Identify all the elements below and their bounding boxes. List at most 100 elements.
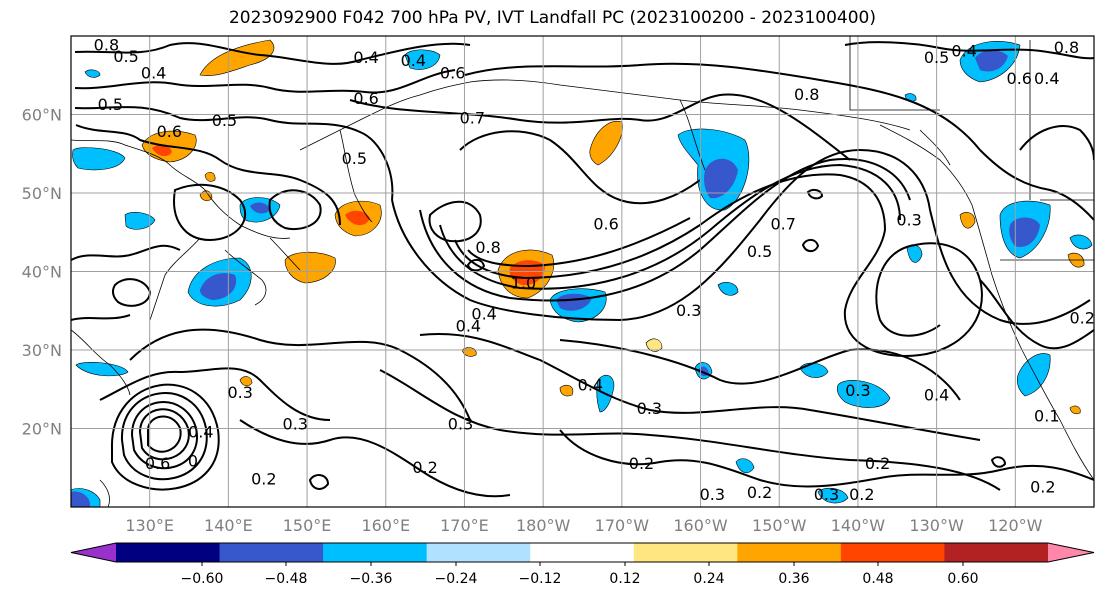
shaded-region <box>199 39 275 76</box>
contour-label: 0.3 <box>448 415 473 434</box>
contour-label: 0.5 <box>212 111 237 130</box>
contour-label: 0.3 <box>637 399 662 418</box>
shaded-region <box>250 202 270 214</box>
contour-label: 0.6 <box>157 122 182 141</box>
shaded-region <box>199 190 213 202</box>
contour-label: 0.5 <box>342 149 367 168</box>
contour-label: 0.4 <box>401 51 426 70</box>
colorbar-segment <box>323 543 428 562</box>
contour-label: 0.7 <box>460 108 485 127</box>
colorbar-tick-label: −0.60 <box>181 571 224 587</box>
contour-label: 0 <box>188 451 198 470</box>
lon-tick-label: 170°W <box>595 516 650 535</box>
contour-label: 0.5 <box>113 47 138 66</box>
contour-label: 0.4 <box>578 375 603 394</box>
colorbar-extend-low <box>71 543 116 562</box>
shaded-region <box>645 338 663 352</box>
shaded-region <box>84 69 101 78</box>
colorbar-tick-label: 0.60 <box>947 571 978 587</box>
shaded-region <box>704 158 738 199</box>
contour-label: 0.4 <box>456 316 481 335</box>
lon-tick-label: 180°W <box>516 516 571 535</box>
contour-label: 0.8 <box>1054 38 1079 57</box>
lon-tick-label: 120°W <box>988 516 1043 535</box>
lon-tick-label: 150°E <box>283 516 332 535</box>
shaded-region <box>817 487 849 504</box>
contour-label: 0.6 <box>440 64 465 83</box>
contour-label: 0.5 <box>747 242 772 261</box>
shaded-region <box>404 49 441 70</box>
colorbar-tick-label: 0.24 <box>693 571 724 587</box>
contour-label: 0.4 <box>141 64 166 83</box>
lat-tick-label: 30°N <box>22 341 62 360</box>
contour-label: 0.3 <box>814 485 839 504</box>
contour-label: 0.5 <box>98 95 123 114</box>
colorbar-tick-label: −0.24 <box>435 571 478 587</box>
colorbar-segment <box>530 543 635 562</box>
shaded-region <box>204 171 216 182</box>
lon-tick-label: 160°E <box>361 516 410 535</box>
shaded-region <box>200 273 237 300</box>
colorbar-outline <box>70 542 1095 563</box>
colorbar-segment <box>116 543 221 562</box>
contour-label: 1.0 <box>511 273 536 292</box>
contour-label: 0.6 <box>1007 69 1032 88</box>
contour-label: 0.3 <box>283 415 308 434</box>
contour-label: 0.8 <box>475 238 500 257</box>
colorbar-tick-label: 0.12 <box>609 571 640 587</box>
shaded-region <box>72 147 126 171</box>
contour-label: 0.6 <box>145 454 170 473</box>
shaded-region <box>1009 217 1040 248</box>
contour-label: 0.5 <box>924 48 949 67</box>
contour-label: 0.1 <box>1034 407 1059 426</box>
map-gridlines <box>71 36 1094 507</box>
lon-tick-label: 160°W <box>673 516 728 535</box>
colorbar-segment <box>737 543 842 562</box>
contour-label: 0.4 <box>471 305 496 324</box>
lon-tick-label: 140°E <box>204 516 253 535</box>
colorbar-segment <box>426 543 531 562</box>
lon-tick-label: 130°E <box>125 516 174 535</box>
shaded-region <box>239 376 253 387</box>
shaded-region <box>1069 234 1093 250</box>
lat-tick-label: 40°N <box>22 263 62 282</box>
contour-label: 0.8 <box>94 35 119 54</box>
contour-label: 0.3 <box>700 485 725 504</box>
shaded-region <box>559 384 574 397</box>
contour-label: 0.7 <box>770 214 795 233</box>
chart-title: 2023092900 F042 700 hPa PV, IVT Landfall… <box>228 8 876 28</box>
contour-label: 0.4 <box>353 48 378 67</box>
contour-label: 0.4 <box>951 42 976 61</box>
shaded-region <box>589 120 623 166</box>
lon-tick-label: 140°W <box>831 516 886 535</box>
contour-label: 0.2 <box>747 483 772 502</box>
contour-label: 0.3 <box>676 301 701 320</box>
contour-labels: 0.80.50.40.50.60.50.4 0.40.60.60.50.70.80… <box>94 35 1095 504</box>
shaded-region <box>124 211 156 230</box>
contour-label: 0.2 <box>865 454 890 473</box>
shaded-region <box>284 251 336 284</box>
colorbar-tick-label: −0.12 <box>519 571 562 587</box>
coastlines <box>71 36 1094 507</box>
contour-label: 0.3 <box>896 210 921 229</box>
shaded-region <box>1016 353 1051 397</box>
colorbar-tick-label: −0.48 <box>265 571 308 587</box>
shaded-region <box>717 282 739 296</box>
colorbar-segment <box>633 543 738 562</box>
lat-tick-label: 60°N <box>22 106 62 125</box>
colorbar-segment <box>944 543 1049 562</box>
lat-tick-labels: 20°N 30°N 40°N 50°N 60°N <box>22 106 62 439</box>
shaded-region <box>1069 405 1081 415</box>
lon-tick-labels: 130°E 140°E 150°E 160°E 170°E 180°W 170°W 160°W… <box>125 516 1042 535</box>
shaded-region <box>959 212 976 229</box>
contour-label: 0.2 <box>1030 477 1055 496</box>
contour-label: 0.4 <box>924 386 949 405</box>
shaded-region <box>71 491 90 507</box>
colorbar-tick-label: −0.36 <box>350 571 393 587</box>
contour-label: 0.4 <box>188 422 213 441</box>
shaded-region <box>735 458 755 474</box>
colorbar-extend-high <box>1048 543 1094 562</box>
lon-tick-label: 170°E <box>440 516 489 535</box>
colorbar: −0.60 −0.48 −0.36 −0.24 −0.12 0.12 0.24 0.36 0.4… <box>70 542 1095 587</box>
contour-label: 0.2 <box>629 454 654 473</box>
